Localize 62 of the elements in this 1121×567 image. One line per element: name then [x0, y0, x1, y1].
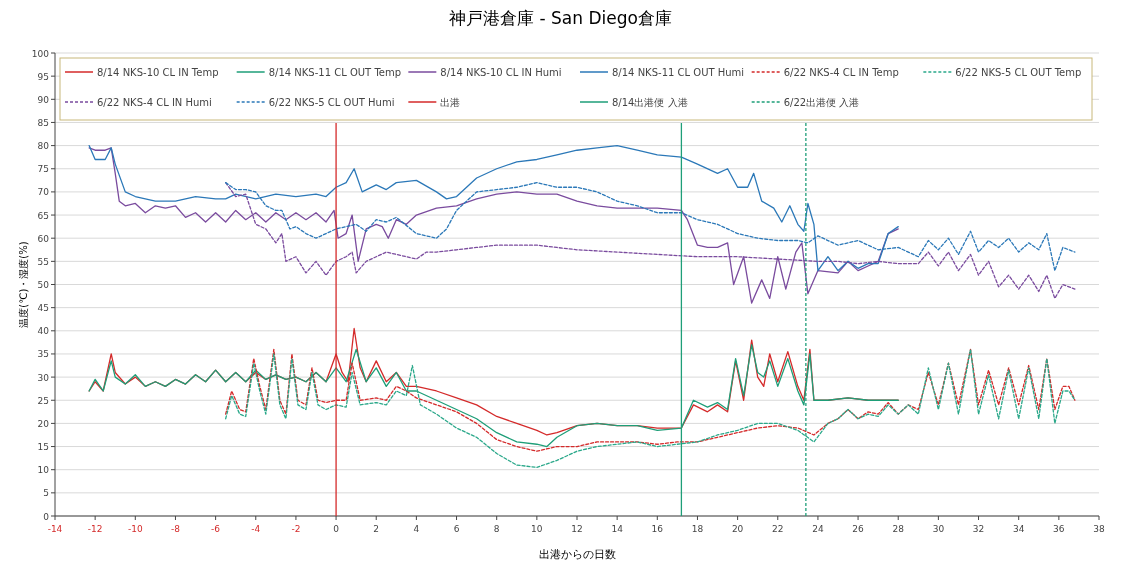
- y-tick-label: 15: [37, 442, 49, 453]
- x-tick-label: 2: [373, 524, 380, 534]
- x-tick-label: 18: [691, 524, 704, 534]
- x-tick-label: 22: [772, 524, 784, 534]
- x-tick-label: 8: [493, 524, 500, 534]
- y-tick-label: 5: [43, 488, 49, 499]
- x-tick-label: 10: [531, 524, 543, 534]
- y-tick-label: 55: [37, 256, 49, 267]
- x-tick-label: -2: [291, 524, 301, 534]
- x-tick-label: -8: [170, 524, 181, 534]
- legend-label: 8/14 NKS-11 CL OUT Temp: [268, 66, 402, 78]
- y-tick-label: 40: [37, 326, 50, 337]
- legend-label: 8/14 NKS-11 CL OUT Humi: [612, 66, 745, 78]
- x-tick-label: 36: [1053, 524, 1065, 534]
- x-tick-label: -14: [47, 524, 63, 534]
- x-tick-label: -12: [87, 524, 103, 534]
- legend-label: 8/14 NKS-10 CL IN Humi: [440, 66, 562, 78]
- y-tick-label: 45: [37, 303, 49, 314]
- x-tick-label: 30: [932, 524, 945, 534]
- legend-label: 6/22 NKS-5 CL OUT Humi: [268, 96, 395, 108]
- y-tick-label: 95: [37, 71, 49, 82]
- x-tick-label: 32: [972, 524, 985, 534]
- y-tick-label: 25: [37, 395, 49, 406]
- x-tick-label: 20: [731, 524, 744, 534]
- x-tick-label: 38: [1093, 524, 1105, 534]
- legend-label: 6/22 NKS-5 CL OUT Temp: [955, 66, 1082, 78]
- y-tick-label: 85: [37, 117, 49, 128]
- legend-label: 8/14出港便 入港: [612, 96, 688, 108]
- x-tick-label: 0: [333, 524, 340, 534]
- x-tick-label: 24: [812, 524, 824, 534]
- x-tick-label: 26: [852, 524, 865, 534]
- y-tick-label: 65: [37, 210, 49, 221]
- legend-label: 6/22 NKS-4 CL IN Temp: [783, 66, 899, 78]
- y-tick-label: 80: [37, 141, 50, 152]
- x-tick-label: 28: [892, 524, 905, 534]
- x-tick-label: 34: [1012, 524, 1025, 534]
- y-tick-label: 30: [37, 372, 50, 383]
- x-tick-label: 16: [651, 524, 664, 534]
- legend-label: 出港: [440, 96, 461, 108]
- y-tick-label: 75: [37, 164, 49, 175]
- y-tick-label: 10: [37, 465, 50, 476]
- y-tick-label: 90: [37, 94, 50, 105]
- x-axis-title: 出港からの日数: [538, 548, 616, 561]
- y-tick-label: 60: [37, 233, 50, 244]
- x-tick-label: 12: [571, 524, 583, 534]
- y-tick-label: 70: [37, 187, 50, 198]
- legend-label: 6/22出港便 入港: [783, 96, 860, 108]
- y-tick-label: 35: [37, 349, 49, 360]
- y-tick-label: 50: [37, 280, 50, 290]
- legend-label: 6/22 NKS-4 CL IN Humi: [97, 96, 212, 108]
- legend-label: 8/14 NKS-10 CL IN Temp: [97, 66, 219, 78]
- y-tick-label: 0: [43, 511, 50, 522]
- y-tick-label: 100: [31, 48, 50, 59]
- x-tick-label: 4: [413, 524, 420, 534]
- x-tick-label: 6: [453, 524, 460, 534]
- x-tick-label: -4: [251, 524, 261, 534]
- chart-title: 神戸港倉庫 - San Diego倉庫: [449, 8, 672, 28]
- x-tick-label: -6: [211, 524, 221, 534]
- y-axis-title: 温度(℃)・湿度(%): [18, 241, 29, 328]
- x-tick-label: 14: [611, 524, 624, 534]
- x-tick-label: -10: [127, 524, 143, 534]
- y-tick-label: 20: [37, 418, 50, 429]
